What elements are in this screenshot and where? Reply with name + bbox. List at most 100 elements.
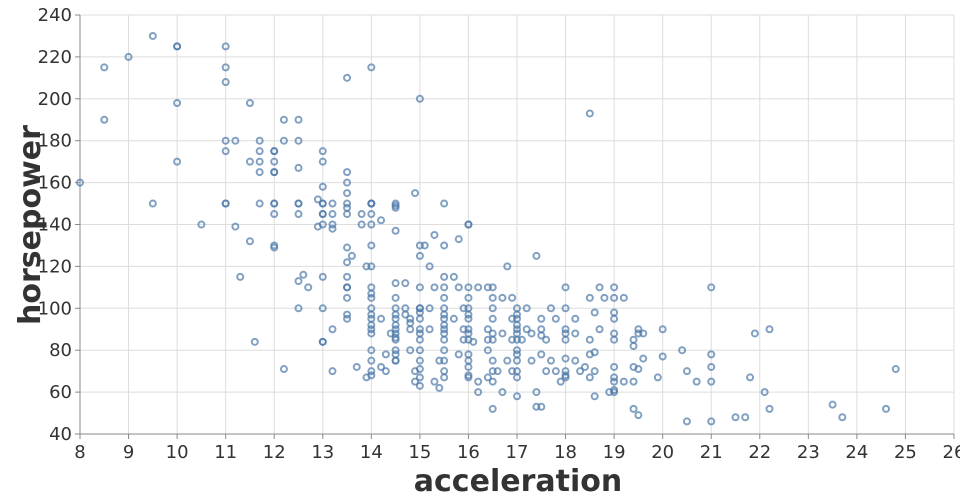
data-point (464, 293, 473, 302)
data-point (619, 293, 628, 302)
data-point (270, 147, 279, 156)
data-point (488, 329, 497, 338)
data-point (367, 241, 376, 250)
data-point (406, 346, 415, 355)
data-point (245, 98, 254, 107)
data-point (571, 314, 580, 323)
data-point (391, 321, 400, 330)
x-axis-ticks: 8 9 10 11 12 13 14 15 16 17 18 19 20 21 22 23 24 25 26 (74, 434, 960, 463)
data-point (537, 325, 546, 334)
data-point (595, 283, 604, 292)
data-point (634, 365, 643, 374)
y-tick-label: 240 (38, 5, 72, 26)
data-point (279, 115, 288, 124)
data-point (347, 251, 356, 260)
data-point (731, 413, 740, 422)
data-point (610, 293, 619, 302)
x-tick-label: 22 (748, 442, 771, 463)
data-point (406, 314, 415, 323)
data-point (513, 346, 521, 355)
data-point (406, 325, 415, 334)
data-point (440, 346, 449, 355)
x-tick-label: 9 (123, 442, 134, 463)
data-point (488, 335, 497, 344)
data-point (513, 335, 521, 344)
data-point (440, 314, 449, 323)
data-point (391, 325, 400, 334)
data-point (318, 220, 327, 229)
data-point (318, 337, 327, 346)
data-point (882, 404, 891, 413)
data-point (488, 377, 497, 386)
data-point (367, 321, 376, 330)
x-axis-title: acceleration (414, 464, 622, 499)
data-point (508, 314, 517, 323)
data-point (440, 199, 449, 208)
data-point (532, 251, 541, 260)
data-point (381, 367, 390, 376)
data-point (464, 314, 473, 323)
data-point (891, 365, 900, 374)
data-point (585, 335, 594, 344)
data-point (513, 310, 521, 319)
data-point (343, 199, 352, 208)
data-point (294, 163, 303, 172)
data-point (255, 136, 264, 145)
data-point (391, 310, 400, 319)
data-point (318, 304, 327, 313)
data-point (318, 147, 327, 156)
data-point (454, 235, 463, 244)
data-point (440, 310, 449, 319)
data-point (245, 157, 254, 166)
data-point (279, 136, 288, 145)
data-point (343, 272, 352, 281)
data-point (328, 199, 337, 208)
y-tick-label: 80 (49, 340, 72, 361)
data-point (610, 388, 619, 397)
data-point (425, 304, 434, 313)
data-point (610, 335, 619, 344)
data-point (148, 199, 157, 208)
data-point (377, 314, 386, 323)
data-point (270, 210, 279, 219)
data-point (357, 210, 366, 219)
data-point (498, 293, 507, 302)
data-point (328, 367, 337, 376)
data-point (449, 272, 458, 281)
data-point (415, 314, 424, 323)
data-point (221, 63, 230, 72)
data-point (488, 304, 497, 313)
data-point (221, 136, 230, 145)
data-point (629, 335, 638, 344)
data-point (343, 310, 352, 319)
data-point (148, 31, 157, 40)
data-point (343, 210, 352, 219)
x-tick-label: 8 (74, 442, 85, 463)
data-point (537, 402, 546, 411)
data-point (430, 230, 439, 239)
data-point (561, 325, 570, 334)
data-point (707, 362, 716, 371)
data-point (328, 224, 337, 233)
data-point (532, 402, 541, 411)
data-point (440, 335, 449, 344)
data-point (391, 203, 400, 212)
data-point (430, 377, 439, 386)
data-point (435, 356, 444, 365)
x-tick-label: 25 (894, 442, 917, 463)
data-point (707, 283, 716, 292)
data-point (318, 210, 327, 219)
data-point (391, 226, 400, 235)
data-point (406, 318, 415, 327)
y-tick-label: 160 (38, 173, 72, 194)
y-axis-ticks: 40 60 80 100 120 140 160 180 200 220 240 (38, 5, 80, 445)
data-point (590, 392, 599, 401)
data-point (653, 373, 662, 382)
data-point (328, 325, 337, 334)
data-point (391, 350, 400, 359)
data-point (343, 168, 352, 177)
data-point (610, 377, 619, 386)
data-point (532, 388, 541, 397)
data-point (250, 337, 259, 346)
data-point (459, 335, 468, 344)
